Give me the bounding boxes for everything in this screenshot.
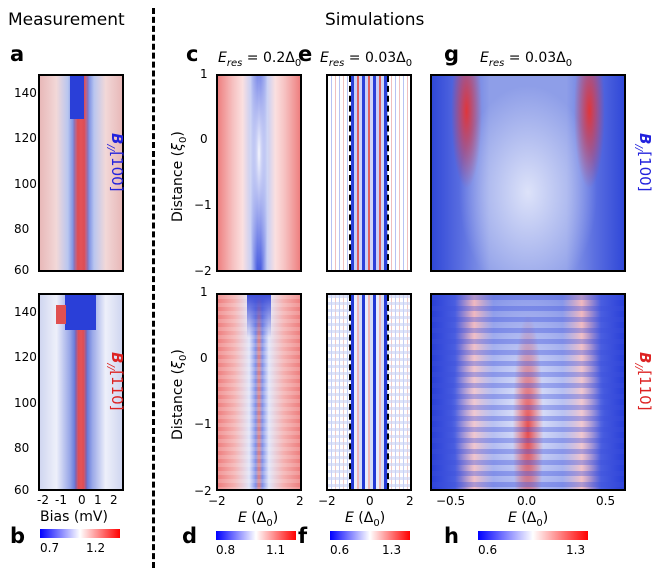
simulations-header: Simulations [325,10,425,30]
sim-ytick-bot-m2: −2 [194,484,212,498]
panel-g-simulation-bottom [430,293,626,491]
colorbar-f [330,531,410,540]
sim-ylabel-bottom: Distance (ξ0) [170,349,189,440]
g-xtick-m05: −0.5 [436,494,466,508]
panel-g-simulation-top [430,74,626,272]
panel-e-top-core [350,76,388,270]
b-ytick-120: 120 [14,350,37,364]
panel-label-f: f [298,524,308,548]
section-divider [152,8,155,568]
panel-a-top-blue-streak [69,76,85,119]
sim-ytick-top-m1: −1 [194,198,212,212]
panel-110-top-blue-block [64,295,96,330]
b-ytick-140: 140 [14,305,37,319]
meas-xtick-m2: -2 [37,493,49,507]
panel-label-b: b [10,524,26,548]
c-xtick-m2: −2 [208,494,226,508]
e-xtick-m2: −2 [318,494,336,508]
colorbar-b-max: 1.2 [86,541,106,555]
colorbar-b [40,529,120,538]
sim-ylabel-top: Distance (ξ0) [170,131,189,222]
panel-c-bottom-top-blue [246,295,272,338]
colorbar-b-min: 0.7 [40,541,60,555]
panel-e-top-dash-left [349,76,352,270]
colorbar-f-min: 0.6 [330,543,350,557]
b-ytick-80: 80 [14,441,30,455]
c-xtick-2: 2 [296,494,304,508]
c-xtick-0: 0 [256,494,264,508]
g-xtick-0: 0.0 [517,494,537,508]
e-xtick-0: 0 [366,494,374,508]
panel-e-bottom-dash-left [349,295,352,489]
eres-title-g: Eres = 0.03Δ0 [480,50,573,69]
panel-c-simulation-top [216,74,302,272]
colorbar-h [478,531,588,540]
meas-xtick-0: 0 [78,493,86,507]
meas-xtick-m1: -1 [55,493,67,507]
panel-c-simulation-bottom [216,293,302,491]
meas-xtick-1: 1 [94,493,102,507]
colorbar-f-max: 1.3 [382,543,402,557]
c-xlabel: E (Δ0) [238,510,279,529]
panel-e-bottom-dash-right [387,295,390,489]
a-ytick-120: 120 [14,131,37,145]
panel-label-c: c [186,42,199,66]
field-label-100: B//[100] [105,133,126,192]
panel-measurement-110 [38,293,124,491]
panel-110-red-patch [56,304,67,325]
b-ytick-60: 60 [14,483,30,497]
panel-label-h: h [444,524,459,548]
panel-e-simulation-bottom [326,293,412,491]
panel-e-top-dash-right [387,76,390,270]
panel-label-d: d [182,524,198,548]
a-ytick-140: 140 [14,86,37,100]
panel-e-bottom-core [350,295,388,489]
sim-ytick-bot-1: 1 [200,285,208,299]
sim-ytick-top-1: 1 [200,67,208,81]
b-ytick-100: 100 [14,396,37,410]
colorbar-h-max: 1.3 [566,543,586,557]
sim-ytick-bot-0: 0 [200,351,208,365]
a-ytick-60: 60 [14,263,30,277]
a-ytick-80: 80 [14,222,30,236]
panel-label-a: a [10,42,25,66]
colorbar-d [216,531,296,540]
colorbar-d-max: 1.1 [266,543,286,557]
g-xlabel: E (Δ0) [508,510,549,529]
meas-xtick-2: 2 [110,493,118,507]
measurement-header: Measurement [8,10,125,30]
field-label-110: B//[110] [105,352,126,411]
meas-xlabel: Bias (mV) [40,509,108,525]
eres-title-e: Eres = 0.03Δ0 [320,50,413,69]
colorbar-h-min: 0.6 [478,543,498,557]
g-xtick-05: 0.5 [596,494,616,508]
eres-title-c: Eres = 0.2Δ0 [218,50,302,69]
panel-label-e: e [298,42,313,66]
sim-ytick-bot-m1: −1 [194,417,212,431]
colorbar-d-min: 0.8 [216,543,236,557]
e-xtick-2: 2 [406,494,414,508]
a-ytick-100: 100 [14,177,37,191]
field-label-110-right: B//[110] [633,352,654,411]
field-label-100-right: B//[100] [633,133,654,192]
sim-ytick-top-0: 0 [200,132,208,146]
panel-e-simulation-top [326,74,412,272]
panel-label-g: g [444,42,460,66]
panel-a-measurement-100 [38,74,124,272]
e-xlabel: E (Δ0) [345,510,386,529]
sim-ytick-top-m2: −2 [194,264,212,278]
